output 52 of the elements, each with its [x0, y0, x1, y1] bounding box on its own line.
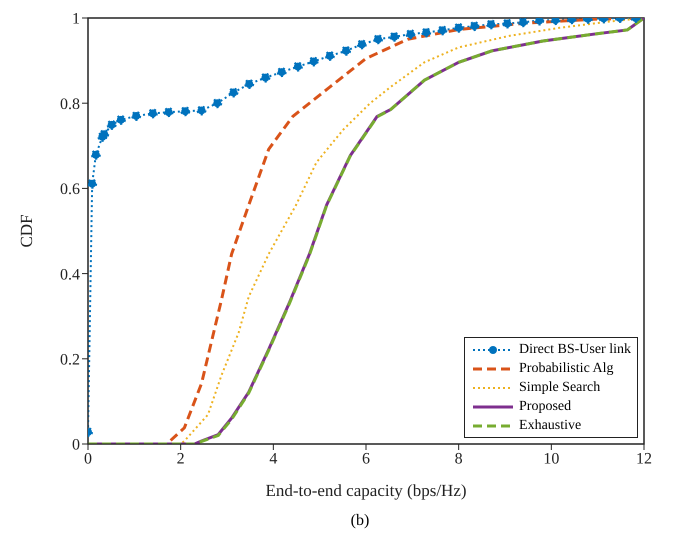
point: [228, 88, 238, 98]
point: [180, 106, 190, 116]
y-axis-title: CDF: [17, 214, 36, 248]
legend-label: Proposed: [519, 398, 572, 414]
point: [244, 79, 254, 90]
y-tick-label: 0: [72, 436, 80, 454]
legend-label: Direct BS-User link: [519, 342, 631, 358]
point: [131, 110, 142, 121]
point: [502, 18, 512, 29]
point: [356, 39, 367, 50]
point: [405, 29, 416, 40]
point: [518, 18, 528, 28]
point: [389, 32, 400, 42]
x-tick-label: 2: [176, 450, 185, 468]
point: [324, 50, 335, 61]
point: [116, 114, 126, 125]
x-tick-label: 6: [362, 450, 370, 468]
y-tick-label: 0.2: [60, 351, 80, 368]
point: [373, 34, 384, 44]
point: [437, 25, 448, 36]
point: [469, 21, 480, 32]
point: [421, 27, 432, 38]
x-tick-label: 10: [543, 450, 560, 468]
text: (b): [350, 512, 370, 530]
point: [212, 98, 222, 108]
point: [196, 105, 207, 116]
point: [292, 62, 303, 72]
point: [454, 22, 464, 33]
x-axis-title: End-to-end capacity (bps/Hz): [265, 481, 467, 500]
x-tick-label: 12: [636, 450, 652, 468]
x-tick-label: 0: [84, 450, 92, 468]
point: [341, 46, 352, 56]
point: [308, 56, 319, 66]
point: [486, 19, 496, 30]
point: [164, 107, 174, 118]
y-tick-label: 0.8: [60, 96, 80, 113]
point: [99, 129, 110, 140]
point: [88, 178, 98, 189]
point: [260, 72, 270, 83]
x-tick-label: 8: [454, 450, 463, 468]
point: [148, 108, 158, 118]
point: [90, 150, 101, 160]
point: [276, 67, 287, 78]
x-tick-label: 4: [269, 450, 278, 468]
legend-label: Exhaustive: [519, 418, 582, 434]
legend-label: Probabilistic Alg: [519, 360, 614, 376]
point: [534, 18, 544, 26]
point: [106, 120, 117, 130]
legend-label: Simple Search: [519, 380, 600, 396]
y-tick-label: 1: [72, 10, 80, 28]
y-tick-label: 0.4: [60, 266, 80, 284]
y-tick-label: 0.6: [60, 181, 80, 198]
